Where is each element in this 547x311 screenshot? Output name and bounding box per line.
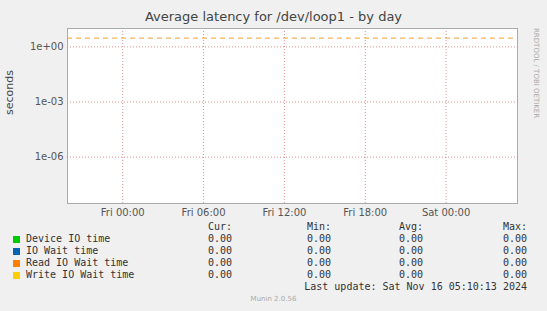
svg-text:Sat 00:00: Sat 00:00 xyxy=(422,207,470,218)
html-text:IO Wait time: IO Wait time xyxy=(26,245,99,256)
svg-text:1e-06: 1e-06 xyxy=(35,151,64,162)
svg-text:Fri 06:00: Fri 06:00 xyxy=(182,207,226,218)
html-text:RRDTOOL / TOBI OETIKER: RRDTOOL / TOBI OETIKER xyxy=(532,28,540,119)
html-text:0.00: 0.00 xyxy=(207,245,232,256)
html-text:0.00: 0.00 xyxy=(398,233,423,244)
html-text:Max:: Max: xyxy=(502,221,527,232)
html-text:0.00: 0.00 xyxy=(398,245,423,256)
svg-text:Fri 18:00: Fri 18:00 xyxy=(343,207,387,218)
html-text:Cur:: Cur: xyxy=(207,221,232,232)
html-text:0.00: 0.00 xyxy=(306,245,331,256)
html-text:0.00: 0.00 xyxy=(207,233,232,244)
html-text:0.00: 0.00 xyxy=(207,269,232,280)
html-text:0.00: 0.00 xyxy=(502,257,527,268)
html-text:Device IO time: Device IO time xyxy=(26,233,111,244)
html-text:Avg:: Avg: xyxy=(398,221,423,232)
svg-text:1e-03: 1e-03 xyxy=(35,96,64,107)
html-text:0.00: 0.00 xyxy=(502,269,527,280)
html-text:Average latency for /dev/loop1: Average latency for /dev/loop1 - by day xyxy=(144,9,402,24)
html-text:0.00: 0.00 xyxy=(502,245,527,256)
html-text:0.00: 0.00 xyxy=(398,269,423,280)
html-text:0.00: 0.00 xyxy=(398,257,423,268)
html-text:0.00: 0.00 xyxy=(207,257,232,268)
html-text:Write IO Wait time: Write IO Wait time xyxy=(26,269,135,280)
html-text:Read IO Wait time: Read IO Wait time xyxy=(26,257,129,268)
html-text:seconds: seconds xyxy=(3,70,16,115)
svg-text:Fri 12:00: Fri 12:00 xyxy=(262,207,306,218)
html-text:Min:: Min: xyxy=(306,221,331,232)
svg-text:Fri 00:00: Fri 00:00 xyxy=(101,207,145,218)
svg-text:1e+00: 1e+00 xyxy=(30,41,64,52)
html-text:Last update: Sat Nov 16 05:10:: Last update: Sat Nov 16 05:10:13 2024 xyxy=(304,281,527,292)
html-text:0.00: 0.00 xyxy=(306,233,331,244)
html-text:0.00: 0.00 xyxy=(306,269,331,280)
html-text:0.00: 0.00 xyxy=(306,257,331,268)
html-text:0.00: 0.00 xyxy=(502,233,527,244)
html-text:Munin 2.0.56: Munin 2.0.56 xyxy=(250,295,297,303)
